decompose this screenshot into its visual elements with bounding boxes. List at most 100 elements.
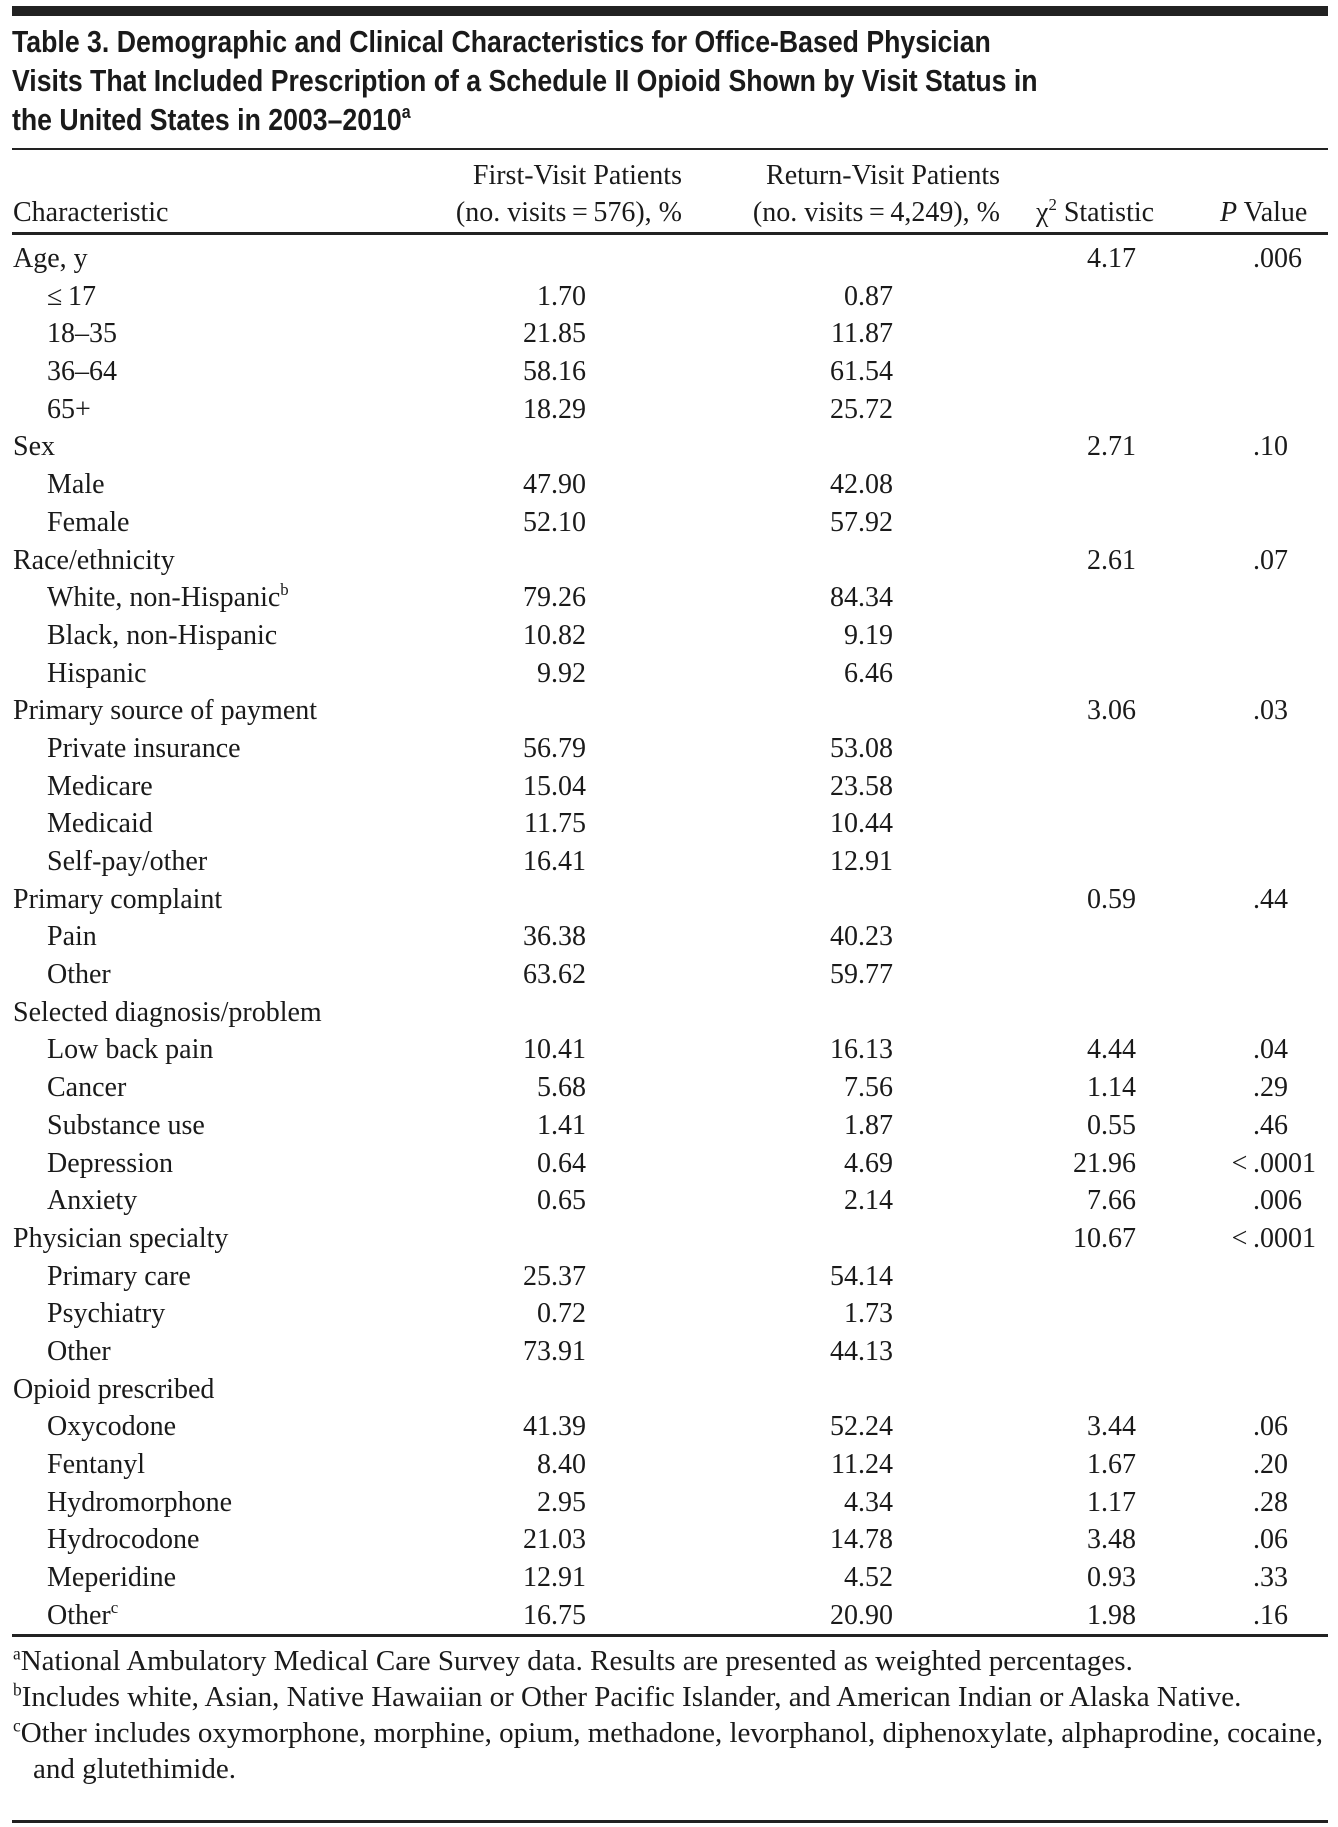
row-label: Sex (13, 428, 55, 466)
table-row: Hydrocodone 21.03 14.78 3.48 .06 (0, 1521, 1338, 1559)
chi-square-value: 0.59 (1087, 883, 1136, 915)
footnote: cOther includes oxymorphone, morphine, o… (13, 1715, 1333, 1787)
p-label: Value (1237, 197, 1308, 228)
row-label: Fentanyl (47, 1446, 145, 1484)
row-label: Otherc (47, 1597, 118, 1635)
return-visit-value: 11.24 (831, 1449, 893, 1480)
row-label: Medicaid (47, 805, 153, 843)
return-visit-value: 2.14 (844, 1185, 893, 1217)
p-value: .20 (1153, 1446, 1338, 1484)
chi-square-value: 3.06 (1087, 695, 1136, 727)
header-first-visit-line2: (no. visits = 576), % (455, 197, 682, 228)
p-value: .28 (1153, 1484, 1338, 1522)
chi-square-value: 2.71 (1087, 431, 1136, 463)
footnote-text: Includes white, Asian, Native Hawaiian o… (21, 1681, 1242, 1713)
p-value: .006 (1153, 1182, 1338, 1220)
table-row: Female 52.10 57.92 (0, 504, 1338, 542)
return-visit-value: 40.23 (830, 921, 893, 953)
row-label-text: Hydromorphone (47, 1486, 233, 1518)
row-label-text: Sex (13, 431, 55, 463)
p-value: .03 (1153, 692, 1338, 730)
footnote-mark: b (13, 1679, 22, 1700)
chi-square-value: 3.44 (1087, 1411, 1136, 1443)
return-visit-value: 11.87 (831, 318, 893, 350)
chi-square-value: 1.98 (1087, 1599, 1136, 1631)
row-footnote-mark: b (280, 580, 289, 600)
table-row: Anxiety 0.65 2.14 7.66 .006 (0, 1182, 1338, 1220)
first-visit-value: 1.41 (537, 1109, 586, 1141)
header-return-visit-line2: (no. visits = 4,249), % (752, 197, 1000, 228)
row-label-text: Primary source of payment (13, 695, 318, 727)
row-label-text: Meperidine (47, 1562, 177, 1594)
table-bottom-rule (12, 1634, 1328, 1637)
row-label: Depression (47, 1145, 173, 1183)
table-row: Fentanyl 8.40 11.24 1.67 .20 (0, 1446, 1338, 1484)
first-visit-value: 63.62 (523, 959, 586, 991)
p-value-decimal: .20 (1253, 1449, 1288, 1480)
first-visit-value: 21.85 (523, 318, 586, 350)
chi-square-value: 1.67 (1087, 1449, 1136, 1480)
row-label: Oxycodone (47, 1408, 176, 1446)
first-visit-value: 58.16 (523, 356, 586, 388)
chi-square-value: 1.17 (1087, 1486, 1136, 1518)
row-label: Female (47, 504, 129, 542)
table-row: Pain 36.38 40.23 (0, 918, 1338, 956)
p-value-decimal: .28 (1253, 1486, 1288, 1518)
row-label-text: Black, non-Hispanic (47, 619, 278, 651)
return-visit-value: 25.72 (830, 393, 893, 425)
return-visit-value: 4.34 (844, 1486, 893, 1518)
row-label: Opioid prescribed (13, 1371, 214, 1409)
return-visit-value: 84.34 (830, 582, 893, 614)
p-value-decimal: .03 (1253, 695, 1288, 727)
first-visit-value: 1.70 (537, 280, 586, 312)
p-value: .33 (1153, 1559, 1338, 1597)
table-body: Age, y 4.17 .006 ≤ 17 1.70 0.87 18–35 21.85 11.8… (0, 240, 1338, 1634)
table-row: Substance use 1.41 1.87 0.55 .46 (0, 1107, 1338, 1145)
row-footnote-mark: c (110, 1597, 119, 1617)
table-row: 65+ 18.29 25.72 (0, 391, 1338, 429)
first-visit-value: 10.41 (523, 1034, 586, 1066)
return-visit-value: 12.91 (830, 846, 893, 877)
row-label-text: 65+ (47, 393, 91, 425)
row-label-text: Age, y (13, 243, 88, 274)
header-first-visit: First-Visit Patients (no. visits = 576),… (420, 157, 682, 231)
row-label-text: 36–64 (47, 356, 117, 388)
table-row: Hydromorphone 2.95 4.34 1.17 .28 (0, 1484, 1338, 1522)
header-return-visit: Return-Visit Patients (no. visits = 4,24… (700, 157, 1000, 231)
return-visit-value: 0.87 (844, 280, 893, 312)
group-row: Selected diagnosis/problem (0, 994, 1338, 1032)
table-row: ≤ 17 1.70 0.87 (0, 278, 1338, 316)
return-visit-value: 23.58 (830, 770, 893, 802)
title-footnote-mark: a (401, 100, 411, 122)
header-p-value: P Value (1220, 194, 1307, 231)
row-label-text: Medicare (47, 770, 153, 802)
row-label: Hispanic (47, 655, 147, 693)
return-visit-value: 20.90 (830, 1599, 893, 1631)
top-thick-rule (12, 6, 1328, 16)
row-label-text: Medicaid (47, 808, 153, 840)
row-label-text: Depression (47, 1147, 173, 1179)
header-first-visit-line1: First-Visit Patients (472, 160, 682, 191)
table-row: Black, non-Hispanic 10.82 9.19 (0, 617, 1338, 655)
first-visit-value: 0.65 (537, 1185, 586, 1217)
p-value-decimal: .07 (1253, 544, 1288, 576)
row-label: Primary complaint (13, 881, 222, 919)
p-value-decimal: .44 (1253, 883, 1288, 915)
table-row: Medicaid 11.75 10.44 (0, 805, 1338, 843)
row-label: Pain (47, 918, 97, 956)
first-visit-value: 25.37 (523, 1260, 586, 1292)
table-row: White, non-Hispanicb 79.26 84.34 (0, 579, 1338, 617)
footnote: bIncludes white, Asian, Native Hawaiian … (13, 1679, 1333, 1715)
row-label: Physician specialty (13, 1220, 228, 1258)
p-value: .006 (1153, 240, 1338, 278)
row-label: Meperidine (47, 1559, 176, 1597)
first-visit-value: 16.75 (523, 1599, 586, 1631)
p-value: .10 (1153, 428, 1338, 466)
return-visit-value: 44.13 (830, 1335, 893, 1367)
return-visit-value: 16.13 (830, 1034, 893, 1066)
first-visit-value: 47.90 (523, 469, 586, 501)
row-label: 65+ (47, 391, 91, 429)
bottom-rule (12, 1820, 1328, 1823)
row-label: Medicare (47, 768, 153, 806)
header-return-visit-line1: Return-Visit Patients (766, 160, 1000, 191)
